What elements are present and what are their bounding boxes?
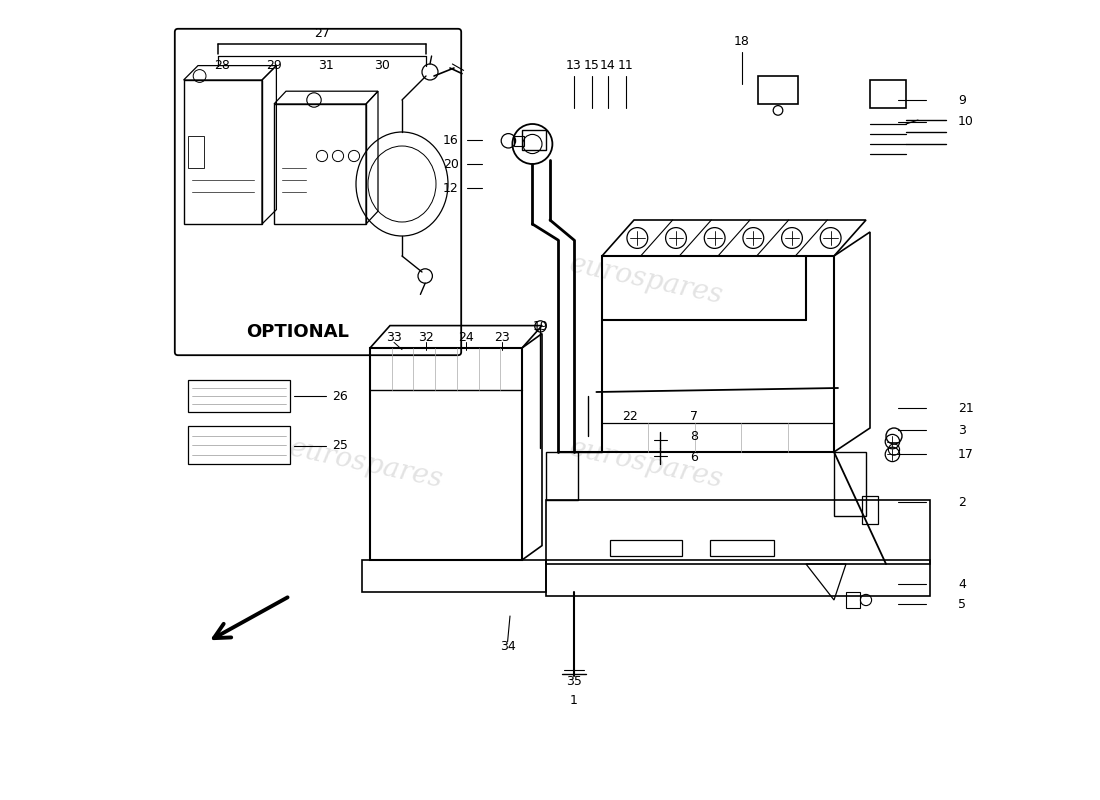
Text: 30: 30 [374, 59, 389, 72]
Text: 23: 23 [494, 331, 510, 344]
Text: 25: 25 [332, 439, 349, 452]
Text: 7: 7 [690, 410, 698, 422]
Bar [188, 426, 290, 464]
Text: 34: 34 [499, 640, 516, 653]
Text: eurospares: eurospares [566, 434, 725, 494]
Text: 19: 19 [532, 320, 548, 333]
Text: 32: 32 [418, 331, 433, 344]
Text: eurospares: eurospares [287, 250, 446, 310]
Text: 2: 2 [958, 496, 966, 509]
Text: 33: 33 [386, 331, 402, 344]
Bar [862, 496, 878, 524]
Bar [758, 76, 798, 104]
Bar [188, 136, 204, 168]
Bar [188, 380, 290, 412]
Text: 27: 27 [315, 27, 330, 40]
Text: 9: 9 [958, 94, 966, 106]
FancyBboxPatch shape [175, 29, 461, 355]
Text: 6: 6 [690, 451, 697, 464]
Bar [610, 540, 682, 556]
Text: 22: 22 [623, 410, 638, 422]
Text: 14: 14 [600, 59, 616, 72]
Text: 16: 16 [443, 134, 459, 146]
Text: 17: 17 [958, 448, 974, 461]
Text: 15: 15 [584, 59, 600, 72]
Text: 1: 1 [570, 694, 578, 706]
Bar [522, 130, 546, 150]
Text: 20: 20 [443, 158, 459, 170]
Text: 29: 29 [266, 59, 282, 72]
Text: 21: 21 [958, 402, 974, 414]
Text: 3: 3 [958, 424, 966, 437]
Text: OPTIONAL: OPTIONAL [246, 323, 349, 341]
Text: 10: 10 [958, 115, 974, 128]
Text: 28: 28 [214, 59, 230, 72]
Text: 18: 18 [734, 35, 750, 48]
Text: 26: 26 [332, 390, 348, 402]
Text: 8: 8 [690, 430, 698, 442]
Bar [362, 560, 546, 592]
Text: eurospares: eurospares [566, 250, 725, 310]
Text: 11: 11 [618, 59, 634, 72]
Text: 4: 4 [958, 578, 966, 590]
Text: 12: 12 [443, 182, 459, 194]
Text: 24: 24 [458, 331, 474, 344]
Bar [846, 592, 859, 608]
Text: 13: 13 [566, 59, 582, 72]
Text: 35: 35 [566, 675, 582, 688]
Bar [710, 540, 774, 556]
Text: 5: 5 [958, 598, 966, 610]
Bar [514, 136, 525, 146]
Bar [834, 452, 866, 516]
Text: 31: 31 [318, 59, 334, 72]
Text: eurospares: eurospares [287, 434, 446, 494]
Bar [546, 452, 578, 500]
Bar [870, 80, 906, 108]
